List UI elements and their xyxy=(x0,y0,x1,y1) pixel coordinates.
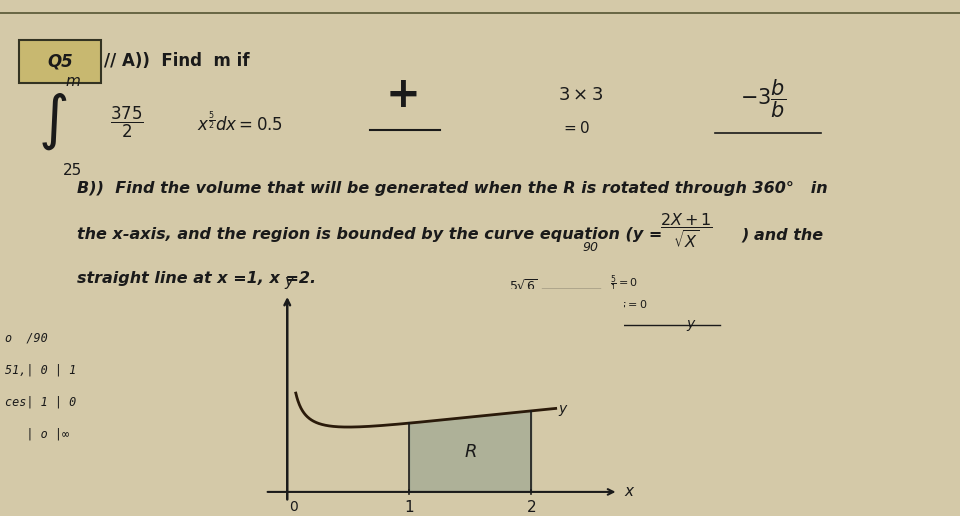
Text: $cos=0$: $cos=0$ xyxy=(607,298,647,311)
Text: Q5: Q5 xyxy=(48,53,73,70)
Text: | o |∞: | o |∞ xyxy=(5,428,69,441)
Text: $-3\dfrac{b}{b}$: $-3\dfrac{b}{b}$ xyxy=(740,78,786,120)
Text: $\dfrac{375}{2}$: $\dfrac{375}{2}$ xyxy=(110,105,144,140)
Text: $\dfrac{2X+1}{\sqrt{X}}$: $\dfrac{2X+1}{\sqrt{X}}$ xyxy=(660,212,713,251)
Text: // A))  Find  m if: // A)) Find m if xyxy=(104,53,250,70)
Text: 1: 1 xyxy=(404,499,414,514)
Text: $y$: $y$ xyxy=(268,299,279,315)
Text: B))  Find the volume that will be generated when the R is rotated through 360°  : B)) Find the volume that will be generat… xyxy=(77,181,828,196)
Text: $y$: $y$ xyxy=(284,275,296,291)
Text: $Cn20$: $Cn20$ xyxy=(511,298,541,311)
Text: 25: 25 xyxy=(63,163,83,178)
Text: 2: 2 xyxy=(526,499,536,514)
Text: $= 0$: $= 0$ xyxy=(562,120,590,136)
Text: $9/0$: $9/0$ xyxy=(561,318,582,332)
Text: $y$: $y$ xyxy=(558,404,569,418)
Text: 51,| 0 | 1: 51,| 0 | 1 xyxy=(5,364,76,377)
Text: 0: 0 xyxy=(290,499,299,513)
Text: $R$: $R$ xyxy=(464,443,477,461)
FancyBboxPatch shape xyxy=(19,40,101,83)
Text: 90: 90 xyxy=(583,241,598,254)
Text: straight line at x =1, x =2.: straight line at x =1, x =2. xyxy=(77,271,316,286)
Text: $x$: $x$ xyxy=(624,485,636,499)
Text: $\int$: $\int$ xyxy=(38,91,67,152)
Text: $\frac{5}{1}=0$: $\frac{5}{1}=0$ xyxy=(610,273,637,295)
Text: m: m xyxy=(65,74,81,89)
Text: o  /90: o /90 xyxy=(5,331,48,345)
Text: $x^{\frac{5}{2}}dx = 0.5$: $x^{\frac{5}{2}}dx = 0.5$ xyxy=(197,111,283,135)
Text: +: + xyxy=(386,74,420,117)
Text: ces| 1 | 0: ces| 1 | 0 xyxy=(5,396,76,409)
Text: the x-axis, and the region is bounded by the curve equation (y =: the x-axis, and the region is bounded by… xyxy=(77,227,662,243)
Text: $5\sqrt{6}$: $5\sqrt{6}$ xyxy=(509,279,538,294)
Text: $y$: $y$ xyxy=(685,317,697,333)
Text: ) and the: ) and the xyxy=(741,227,824,243)
Text: $3 \times 3$: $3 \times 3$ xyxy=(558,87,604,104)
